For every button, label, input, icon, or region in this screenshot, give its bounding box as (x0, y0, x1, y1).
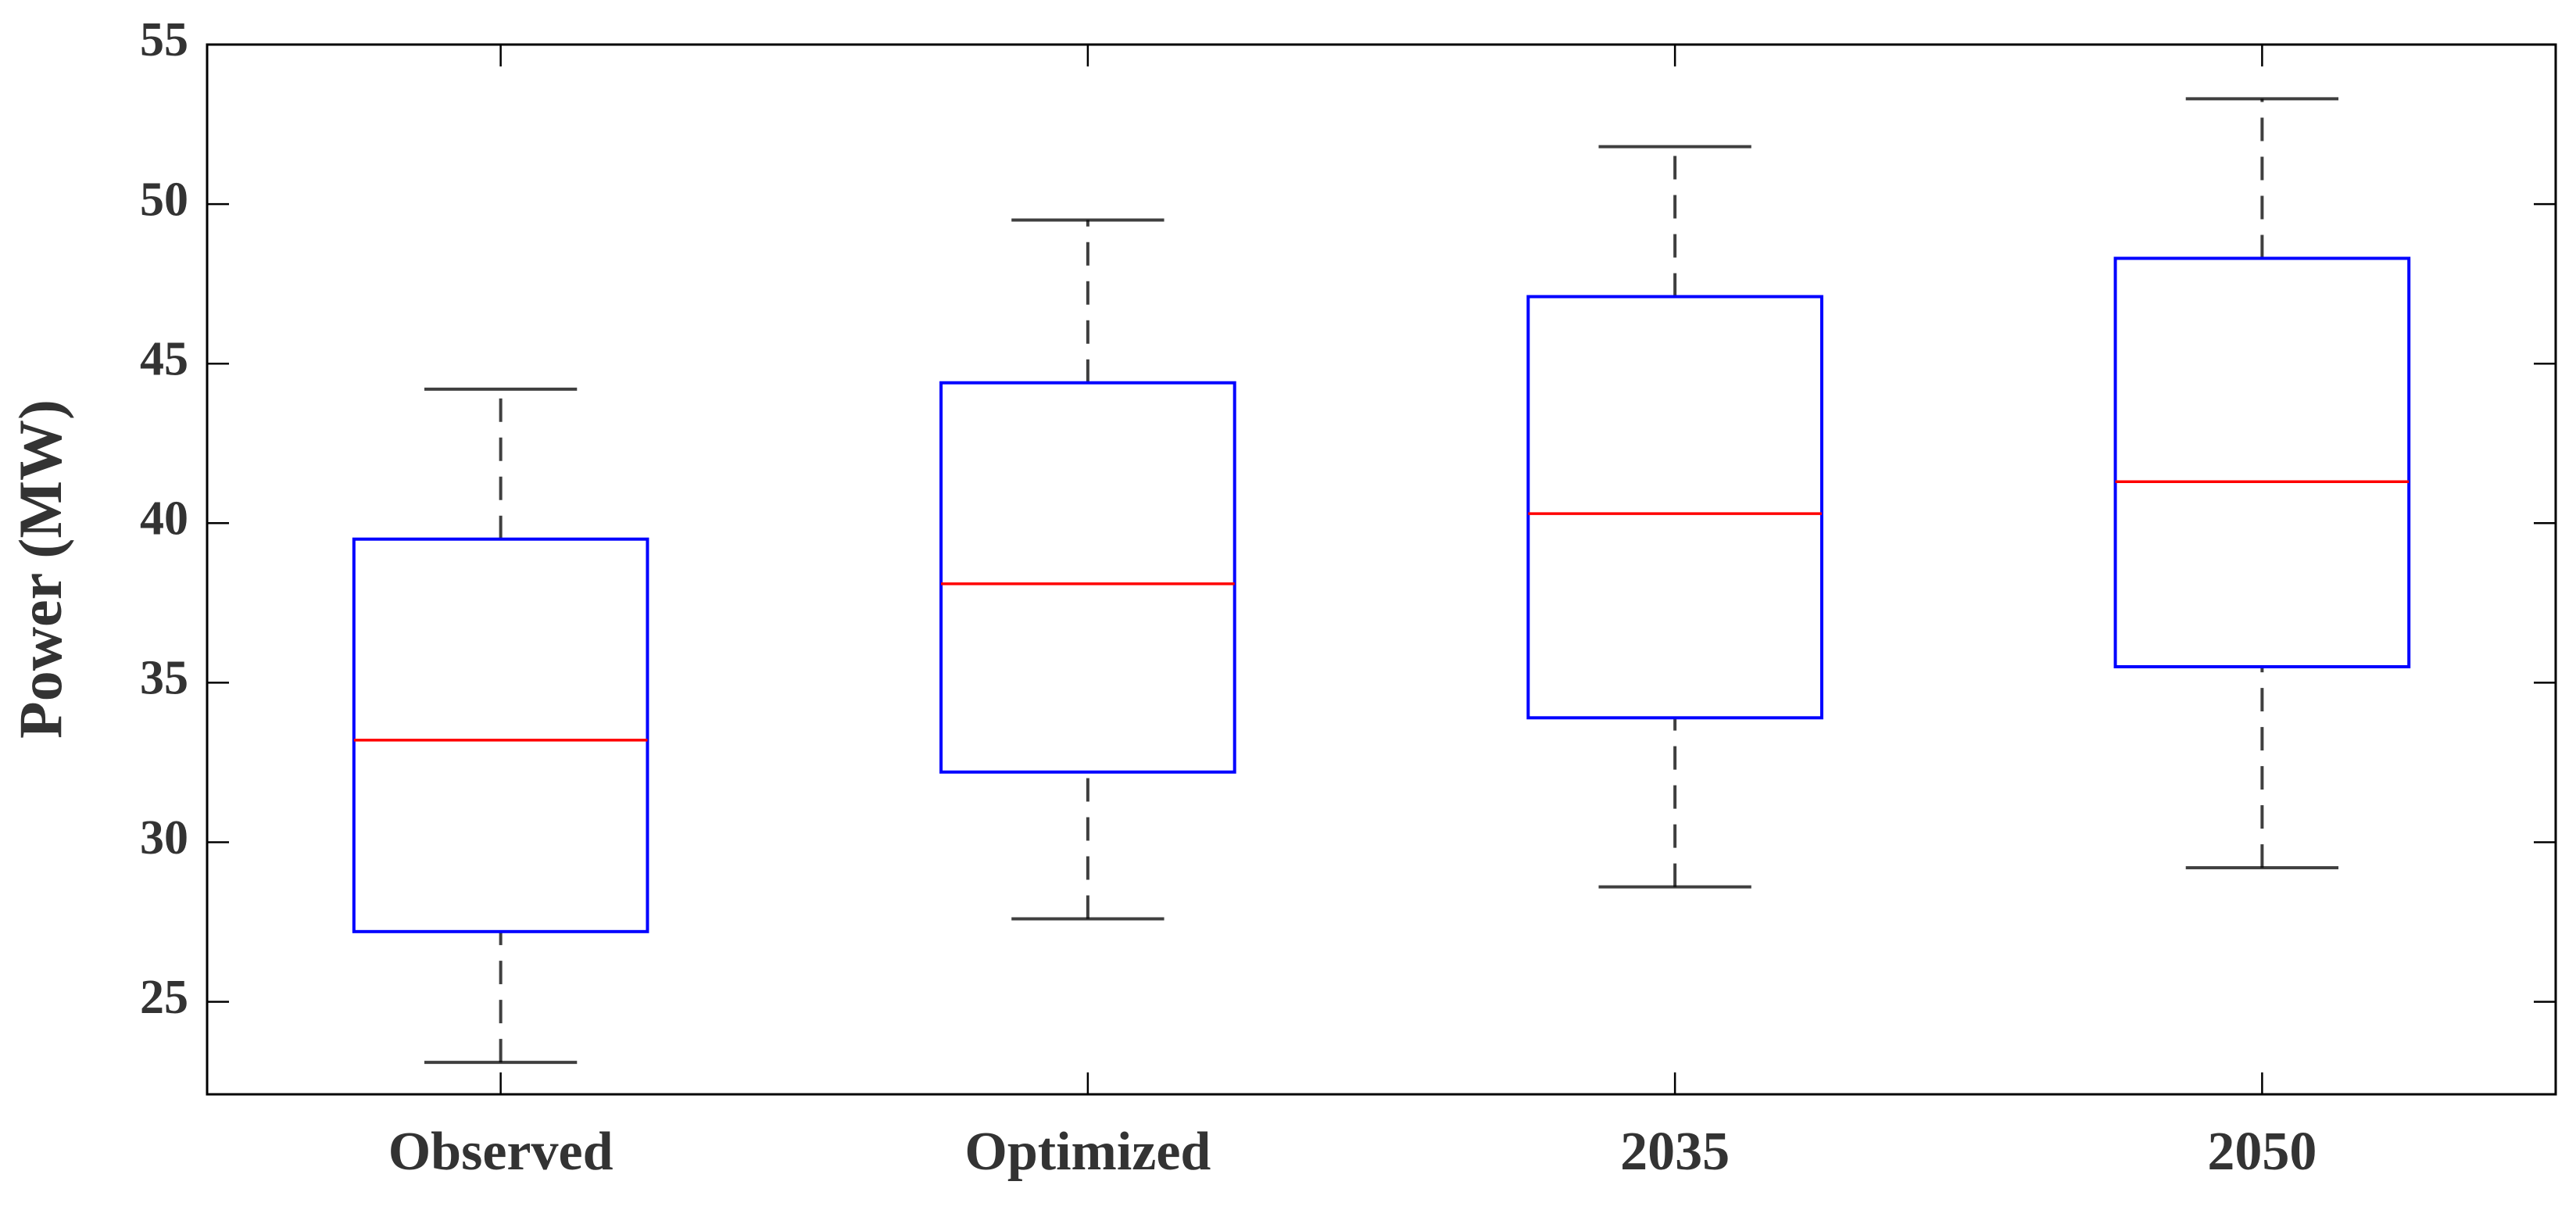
box (352, 537, 649, 933)
box (2113, 256, 2411, 669)
x-tick-label: 2050 (2207, 1122, 2317, 1182)
x-tick-label: Optimized (964, 1122, 1211, 1182)
x-tick-label: 2035 (1620, 1122, 1730, 1182)
y-tick-label: 30 (140, 811, 188, 865)
x-tick-label: Observed (388, 1122, 614, 1182)
box (1526, 295, 1823, 720)
y-tick-label: 50 (140, 173, 188, 226)
y-tick-label: 40 (140, 492, 188, 546)
y-tick-label: 45 (140, 332, 188, 385)
y-tick-label: 25 (140, 971, 188, 1024)
y-tick-label: 35 (140, 652, 188, 705)
plot-frame (206, 43, 2557, 1096)
y-axis-label: Power (MW) (6, 399, 74, 739)
y-tick-label: 55 (140, 13, 188, 66)
box (939, 381, 1236, 774)
